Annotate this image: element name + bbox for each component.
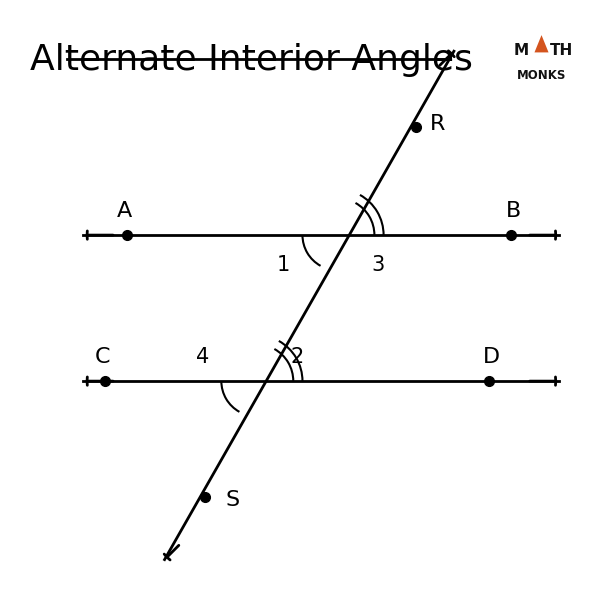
Text: Alternate Interior Angles: Alternate Interior Angles <box>29 43 473 77</box>
Text: S: S <box>225 490 239 510</box>
Text: B: B <box>506 201 521 221</box>
Text: MONKS: MONKS <box>517 69 566 82</box>
Text: M: M <box>514 43 529 58</box>
Text: 4: 4 <box>196 347 209 367</box>
Text: 3: 3 <box>371 255 385 275</box>
Text: TH: TH <box>550 43 574 58</box>
Text: C: C <box>95 347 110 367</box>
Text: R: R <box>430 114 445 134</box>
Text: 2: 2 <box>290 347 304 367</box>
Polygon shape <box>535 35 548 52</box>
Text: A: A <box>116 201 131 221</box>
Text: D: D <box>483 347 500 367</box>
Text: 1: 1 <box>277 255 290 275</box>
